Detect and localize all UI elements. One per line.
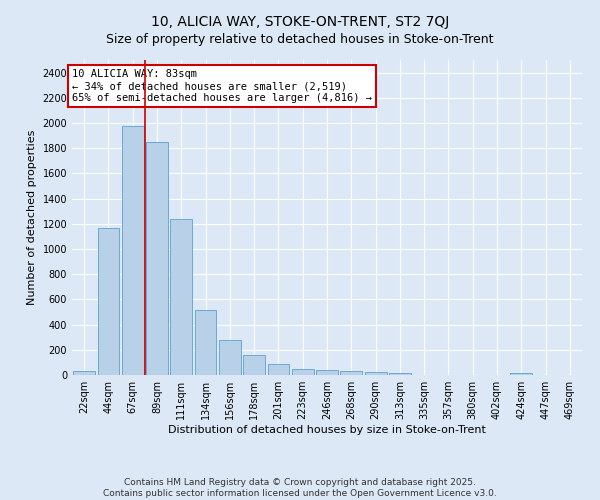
Text: 10, ALICIA WAY, STOKE-ON-TRENT, ST2 7QJ: 10, ALICIA WAY, STOKE-ON-TRENT, ST2 7QJ bbox=[151, 15, 449, 29]
Bar bbox=[243, 356, 265, 375]
Bar bbox=[97, 228, 119, 375]
Bar bbox=[146, 142, 168, 375]
Bar bbox=[340, 371, 362, 375]
Text: Contains HM Land Registry data © Crown copyright and database right 2025.
Contai: Contains HM Land Registry data © Crown c… bbox=[103, 478, 497, 498]
Bar bbox=[511, 373, 532, 375]
Bar bbox=[389, 373, 411, 375]
Bar bbox=[73, 372, 95, 375]
Bar bbox=[268, 364, 289, 375]
Y-axis label: Number of detached properties: Number of detached properties bbox=[27, 130, 37, 305]
Text: Size of property relative to detached houses in Stoke-on-Trent: Size of property relative to detached ho… bbox=[106, 32, 494, 46]
Bar bbox=[170, 219, 192, 375]
Bar bbox=[194, 310, 217, 375]
Bar bbox=[219, 340, 241, 375]
Bar bbox=[316, 370, 338, 375]
Bar bbox=[365, 372, 386, 375]
Bar bbox=[122, 126, 143, 375]
X-axis label: Distribution of detached houses by size in Stoke-on-Trent: Distribution of detached houses by size … bbox=[168, 425, 486, 435]
Text: 10 ALICIA WAY: 83sqm
← 34% of detached houses are smaller (2,519)
65% of semi-de: 10 ALICIA WAY: 83sqm ← 34% of detached h… bbox=[72, 70, 372, 102]
Bar bbox=[292, 368, 314, 375]
